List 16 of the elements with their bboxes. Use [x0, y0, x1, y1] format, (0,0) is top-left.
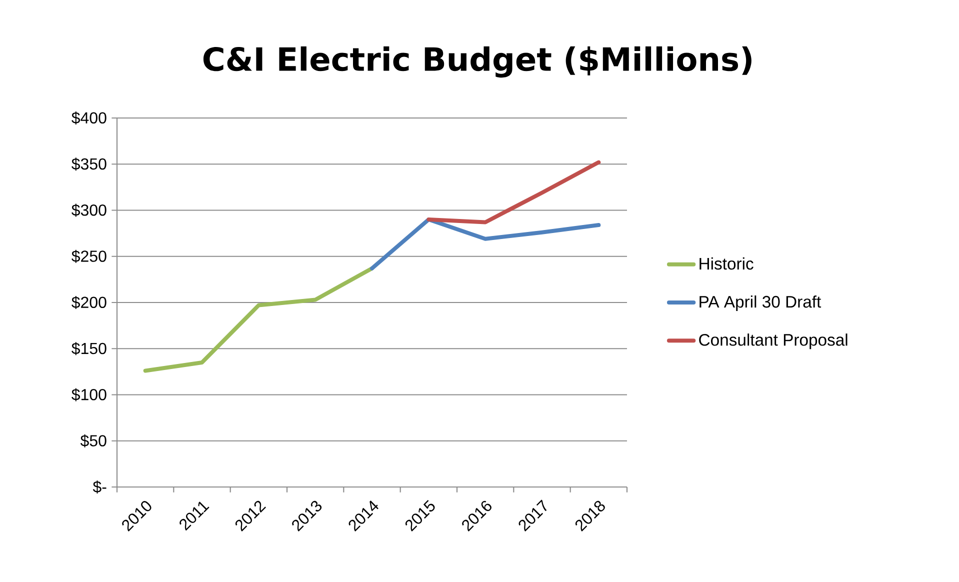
- legend-label: Historic: [700, 257, 754, 270]
- chart-title: C&I Electric Budget ($Millions): [203, 46, 752, 78]
- y-tick-label: $400: [72, 112, 106, 124]
- y-tick-label: $-: [92, 480, 106, 494]
- y-tick-label: $200: [72, 296, 106, 309]
- legend-label: Consultant Proposal: [699, 334, 848, 350]
- line-series: [426, 160, 601, 224]
- y-tick-label: $350: [72, 158, 106, 171]
- line-series: [143, 266, 374, 373]
- y-tick-label: $50: [80, 434, 106, 448]
- legend-label: PA April 30 Draft: [700, 295, 822, 311]
- y-tick-label: $300: [72, 204, 106, 217]
- y-tick-label: $250: [72, 250, 106, 263]
- y-tick-label: $150: [72, 342, 106, 356]
- line-series: [370, 217, 601, 270]
- y-tick-label: $100: [72, 388, 106, 402]
